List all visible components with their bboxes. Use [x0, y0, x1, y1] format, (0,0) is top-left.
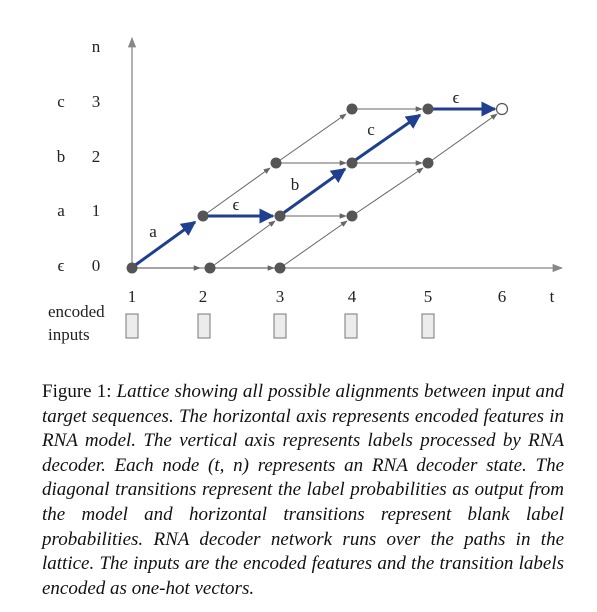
- label-b: b: [57, 147, 66, 166]
- node: [274, 210, 286, 222]
- n-tick-0: 0: [92, 256, 101, 275]
- path-label-a: a: [149, 222, 157, 241]
- final-node: [495, 102, 509, 116]
- t-tick-5: 5: [424, 287, 433, 306]
- encoded-input-box: [125, 313, 139, 339]
- edge: [275, 113, 347, 164]
- edge: [209, 220, 276, 269]
- edge: [279, 220, 348, 269]
- encoded-input-box: [421, 313, 435, 339]
- node: [346, 210, 358, 222]
- path-label-c: c: [367, 120, 375, 139]
- edge: [351, 167, 424, 217]
- encoded-input-boxes: [125, 313, 435, 339]
- axis-t-label: t: [550, 287, 555, 306]
- node: [197, 210, 209, 222]
- node: [270, 157, 282, 169]
- path-edge-c: [353, 113, 422, 163]
- encoded-input-box: [197, 313, 211, 339]
- label-epsilon: ϵ: [58, 256, 65, 275]
- lattice-nodes: [126, 103, 434, 274]
- path-label-b: b: [291, 175, 300, 194]
- encoded-inputs-label-line2: inputs: [48, 325, 90, 344]
- lattice-edges: [132, 106, 498, 271]
- caption-text: Lattice showing all possible alignments …: [42, 381, 564, 599]
- label-a: a: [57, 201, 65, 220]
- encoded-inputs-label-line1: encoded: [48, 302, 105, 321]
- n-tick-2: 2: [92, 147, 101, 166]
- path-label-epsilon-final: ϵ: [453, 88, 460, 107]
- t-tick-4: 4: [348, 287, 357, 306]
- encoded-input-box: [344, 313, 358, 339]
- edge: [202, 167, 271, 217]
- path-edge-a: [133, 220, 197, 268]
- t-tick-1: 1: [128, 287, 137, 306]
- t-tick-2: 2: [199, 287, 208, 306]
- node: [274, 262, 286, 274]
- node: [422, 157, 434, 169]
- node: [346, 157, 358, 169]
- figure-caption: Figure 1: Lattice showing all possible a…: [42, 380, 564, 601]
- t-tick-3: 3: [276, 287, 285, 306]
- figure-label: Figure 1:: [42, 381, 112, 402]
- node: [422, 103, 434, 115]
- encoded-input-box: [273, 313, 287, 339]
- n-tick-3: 3: [92, 92, 101, 111]
- node: [204, 262, 216, 274]
- path-edge-b: [281, 167, 347, 216]
- axis-n-label: n: [92, 37, 101, 56]
- t-tick-6: 6: [498, 287, 507, 306]
- path-label-epsilon: ϵ: [233, 195, 240, 214]
- label-c: c: [57, 92, 65, 111]
- node: [126, 262, 138, 274]
- edge: [427, 113, 498, 164]
- highlighted-path: [133, 101, 497, 268]
- lattice-diagram: n t c 3 b 2 a 1 ϵ 0 1 2 3 4 5 6 encoded …: [48, 36, 564, 344]
- n-tick-1: 1: [92, 201, 101, 220]
- node: [346, 103, 358, 115]
